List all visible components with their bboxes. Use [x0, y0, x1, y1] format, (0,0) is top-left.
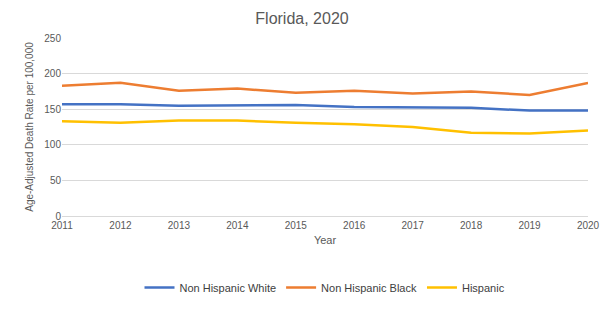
svg-text:Florida, 2020: Florida, 2020: [255, 10, 348, 27]
svg-text:Non Hispanic White: Non Hispanic White: [180, 282, 277, 294]
svg-text:Hispanic: Hispanic: [462, 282, 505, 294]
svg-text:250: 250: [44, 33, 61, 44]
svg-text:2013: 2013: [168, 220, 191, 231]
svg-text:200: 200: [44, 68, 61, 79]
svg-text:Age-Adjusted Death Rate per 10: Age-Adjusted Death Rate per 100,000: [24, 42, 35, 212]
svg-text:50: 50: [50, 175, 62, 186]
svg-text:2017: 2017: [402, 220, 425, 231]
svg-text:100: 100: [44, 139, 61, 150]
svg-text:2011: 2011: [51, 220, 73, 231]
svg-text:2018: 2018: [460, 220, 483, 231]
svg-text:2014: 2014: [226, 220, 249, 231]
svg-text:2019: 2019: [518, 220, 541, 231]
svg-text:2020: 2020: [577, 220, 600, 231]
svg-text:2016: 2016: [343, 220, 366, 231]
svg-text:150: 150: [44, 104, 61, 115]
svg-text:0: 0: [55, 211, 61, 222]
svg-text:2012: 2012: [109, 220, 132, 231]
svg-text:2015: 2015: [285, 220, 308, 231]
svg-text:Year: Year: [314, 234, 337, 246]
svg-text:Non Hispanic Black: Non Hispanic Black: [321, 282, 417, 294]
